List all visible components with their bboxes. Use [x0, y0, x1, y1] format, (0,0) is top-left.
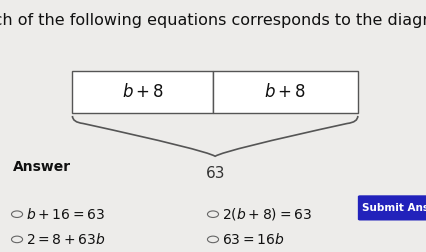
Text: $2=8+63b$: $2=8+63b$ — [26, 232, 105, 247]
Text: 63: 63 — [205, 166, 225, 181]
FancyBboxPatch shape — [72, 71, 213, 113]
Text: Answer: Answer — [13, 160, 71, 174]
Text: Which of the following equations corresponds to the diagram?: Which of the following equations corresp… — [0, 13, 426, 28]
Text: Submit Ans: Submit Ans — [362, 203, 426, 213]
Text: $2(b+8)=63$: $2(b+8)=63$ — [222, 206, 311, 222]
FancyBboxPatch shape — [213, 71, 358, 113]
Text: $b+8$: $b+8$ — [121, 83, 164, 101]
FancyBboxPatch shape — [358, 195, 426, 220]
Text: $b+8$: $b+8$ — [264, 83, 307, 101]
Text: $63=16b$: $63=16b$ — [222, 232, 284, 247]
Text: $b+16=63$: $b+16=63$ — [26, 207, 105, 222]
